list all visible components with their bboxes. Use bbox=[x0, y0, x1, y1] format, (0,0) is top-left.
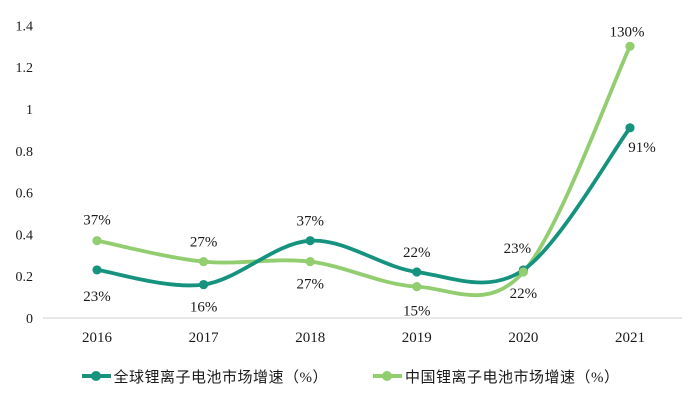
y-tick-label: 0.6 bbox=[16, 187, 34, 202]
y-tick-label: 0.4 bbox=[16, 228, 34, 243]
legend-item-china: 中国锂离子电池市场增速（%） bbox=[372, 366, 620, 387]
chart-legend: 全球锂离子电池市场增速（%） 中国锂离子电池市场增速（%） bbox=[0, 356, 700, 396]
data-label-china-2018: 27% bbox=[296, 277, 324, 293]
series-line-china bbox=[95, 44, 632, 297]
x-tick-label: 2021 bbox=[615, 330, 645, 346]
y-tick-label: 1.4 bbox=[16, 19, 34, 34]
data-label-china-2021: 130% bbox=[610, 24, 645, 40]
data-point-china-2021 bbox=[625, 41, 635, 51]
data-label-global-2021: 91% bbox=[628, 140, 656, 156]
data-label-global-2017: 16% bbox=[190, 300, 218, 316]
y-tick-label: 0.8 bbox=[16, 145, 34, 160]
data-point-china-2016 bbox=[92, 236, 102, 246]
data-point-global-2021 bbox=[625, 123, 635, 133]
legend-label-global: 全球锂离子电池市场增速（%） bbox=[113, 369, 328, 386]
data-point-china-2019 bbox=[412, 282, 422, 292]
y-tick-label: 0.2 bbox=[16, 270, 34, 285]
x-tick-label: 2020 bbox=[508, 330, 538, 346]
series-line-global bbox=[95, 125, 632, 288]
data-label-global-2019: 22% bbox=[403, 245, 431, 261]
data-label-global-2016: 23% bbox=[83, 289, 111, 305]
data-point-china-2020 bbox=[518, 267, 529, 277]
line-chart-canvas: 0 0.2 0.4 0.6 0.8 1 1.2 1.4 2016 2017 2018 2019 2020… bbox=[16, 19, 682, 346]
data-label-global-2020: 23% bbox=[504, 241, 532, 257]
data-label-china-2020: 22% bbox=[510, 286, 538, 302]
data-label-china-2016: 37% bbox=[83, 213, 111, 229]
data-point-china-2018 bbox=[305, 256, 315, 267]
data-point-global-2018 bbox=[305, 236, 315, 246]
data-label-china-2017: 27% bbox=[190, 235, 218, 251]
legend-marker-china-icon bbox=[373, 371, 402, 381]
x-tick-label: 2018 bbox=[295, 330, 325, 346]
legend-item-global: 全球锂离子电池市场增速（%） bbox=[81, 366, 329, 387]
y-tick-label: 1.2 bbox=[16, 61, 34, 76]
y-tick-label: 0 bbox=[26, 312, 33, 327]
data-label-china-2019: 15% bbox=[403, 304, 431, 320]
y-tick-label: 1 bbox=[26, 103, 33, 118]
data-label-global-2018: 37% bbox=[296, 214, 324, 230]
x-tick-label: 2016 bbox=[82, 330, 113, 346]
data-point-china-2017 bbox=[199, 256, 209, 267]
data-point-global-2017 bbox=[199, 279, 209, 290]
x-tick-label: 2017 bbox=[189, 330, 220, 346]
data-point-global-2019 bbox=[412, 267, 422, 277]
legend-label-china: 中国锂离子电池市场增速（%） bbox=[405, 369, 620, 386]
x-tick-label: 2019 bbox=[402, 330, 432, 346]
legend-marker-global-icon bbox=[81, 371, 111, 381]
data-point-global-2016 bbox=[92, 265, 102, 275]
